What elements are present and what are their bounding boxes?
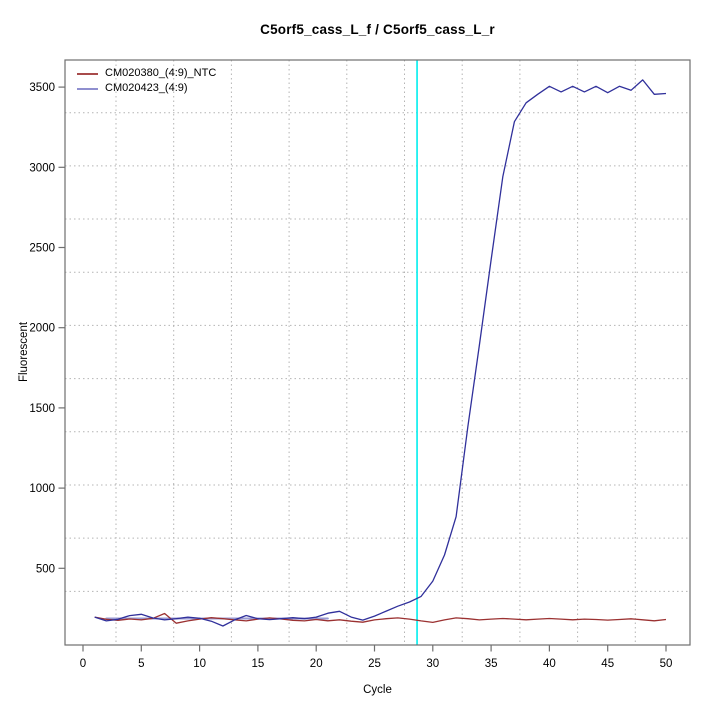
x-tick-label: 45 <box>601 658 614 670</box>
sample-curve <box>94 79 667 627</box>
x-axis-label: Cycle <box>363 684 392 696</box>
legend-line-icon <box>77 72 98 75</box>
y-tick-label: 3000 <box>29 162 55 174</box>
y-tick-label: 3500 <box>29 82 55 94</box>
y-tick-label: 2000 <box>29 323 55 335</box>
legend-label: CM020380_(4:9)_NTC <box>105 67 217 79</box>
plot-box <box>64 59 691 646</box>
legend-line-icon <box>77 87 98 90</box>
x-tick-label: 25 <box>368 658 381 670</box>
y-tick-label: 2500 <box>29 243 55 255</box>
x-tick-label: 0 <box>80 658 86 670</box>
legend: CM020380_(4:9)_NTC CM020423_(4:9) <box>77 66 216 96</box>
legend-item-ntc: CM020380_(4:9)_NTC <box>77 66 216 81</box>
y-tick-label: 1500 <box>29 403 55 415</box>
x-tick-label: 30 <box>426 658 439 670</box>
x-tick-label: 15 <box>252 658 265 670</box>
ntc-curve <box>94 612 667 624</box>
x-tick-label: 40 <box>543 658 556 670</box>
legend-label: CM020423_(4:9) <box>105 82 188 94</box>
x-tick-label: 10 <box>193 658 206 670</box>
y-tick-label: 1000 <box>29 483 55 495</box>
chart-title: C5orf5_cass_L_f / C5orf5_cass_L_r <box>260 22 495 37</box>
legend-item-sample: CM020423_(4:9) <box>77 81 216 96</box>
x-tick-label: 20 <box>310 658 323 670</box>
y-tick-label: 500 <box>36 563 55 575</box>
x-tick-label: 50 <box>660 658 673 670</box>
x-tick-label: 35 <box>485 658 498 670</box>
x-tick-label: 5 <box>138 658 144 670</box>
